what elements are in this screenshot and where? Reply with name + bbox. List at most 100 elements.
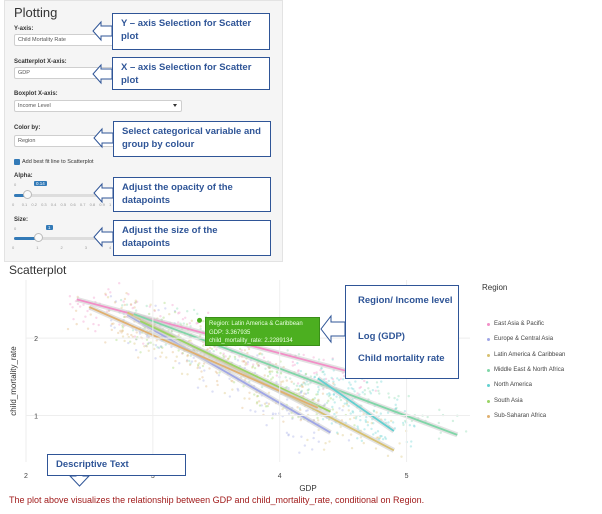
boxplot-x-select[interactable]: Income Level: [14, 100, 182, 112]
legend-item[interactable]: Sub-Saharan Africa: [487, 413, 546, 419]
scatter-point: [174, 359, 177, 363]
scatter-point: [295, 384, 299, 388]
scatter-point: [123, 315, 126, 319]
scatter-point: [123, 339, 126, 343]
scatter-x-label: Scatterplot X-axis:: [14, 59, 67, 65]
scatter-point: [149, 303, 152, 306]
scatter-point: [297, 388, 300, 391]
scatter-point: [177, 321, 180, 324]
fit-line: [127, 314, 331, 434]
scatter-point: [134, 348, 138, 352]
scatter-point: [186, 310, 189, 313]
scatter-point: [153, 308, 156, 312]
scatter-point: [367, 387, 370, 390]
scatter-point: [135, 331, 138, 334]
scatter-point: [215, 348, 218, 351]
scatter-point: [361, 391, 364, 394]
scatter-point: [198, 377, 201, 381]
scatter-point: [297, 388, 300, 391]
scatter-point: [131, 329, 135, 332]
scatter-point: [246, 361, 250, 364]
alpha-slider-handle[interactable]: [23, 190, 33, 199]
scatter-point: [372, 410, 376, 413]
scatter-point: [351, 411, 355, 414]
legend-item[interactable]: South Asia: [487, 398, 523, 404]
scatter-point: [300, 385, 304, 388]
scatter-point: [276, 371, 279, 374]
scatter-point: [315, 373, 319, 376]
legend-item[interactable]: Middle East & North Africa: [487, 367, 564, 373]
scatter-point: [331, 405, 334, 409]
alpha-tick: 0.4: [50, 202, 57, 207]
scatter-point: [253, 393, 256, 396]
scatter-point: [287, 434, 290, 437]
scatter-point: [312, 436, 315, 440]
scatter-point: [335, 395, 338, 398]
scatter-point: [104, 341, 107, 344]
scatter-point: [223, 391, 227, 395]
hovered-point[interactable]: [197, 317, 203, 323]
scatter-point: [139, 351, 142, 354]
size-slider-track[interactable]: [14, 237, 111, 240]
size-tick-labels: 0 1 2 3 4: [12, 245, 111, 251]
best-fit-checkbox[interactable]: [14, 159, 20, 165]
scatter-point: [121, 324, 124, 327]
y-axis-callout: Y – axis Selection for Scatter plot: [112, 13, 270, 50]
scatter-point: [333, 401, 336, 404]
scatter-point: [348, 381, 351, 384]
scatter-point: [364, 420, 368, 424]
scatter-point: [129, 303, 133, 306]
scatter-point: [121, 329, 124, 332]
scatter-point: [173, 310, 177, 314]
scatter-point: [207, 311, 210, 315]
scatter-point: [331, 358, 334, 361]
legend-item[interactable]: East Asia & Pacific: [487, 321, 544, 327]
panel-title: Plotting: [14, 5, 58, 20]
scatter-point: [337, 378, 341, 382]
scatter-point: [86, 327, 90, 330]
scatter-point: [386, 454, 390, 458]
scatter-point: [317, 400, 320, 403]
scatter-point: [296, 406, 299, 409]
scatter-point: [363, 389, 367, 392]
scatter-point: [257, 400, 261, 403]
scatter-point: [402, 423, 405, 427]
size-slider-handle[interactable]: [33, 233, 43, 242]
scatter-point: [190, 360, 194, 363]
fit-line: [317, 377, 395, 432]
scatter-point: [201, 364, 205, 368]
scatter-point: [253, 366, 257, 370]
scatter-point: [316, 390, 320, 394]
legend-title: Region: [482, 283, 508, 292]
scatter-point: [222, 352, 225, 355]
scatter-point: [263, 374, 266, 377]
scatter-point: [391, 421, 395, 424]
scatter-point: [289, 377, 292, 380]
scatter-point: [131, 335, 135, 338]
scatter-point: [336, 377, 339, 380]
scatter-point: [353, 424, 356, 427]
scatter-point: [384, 437, 388, 440]
legend-item[interactable]: Latin America & Caribbean: [487, 352, 565, 358]
scatter-point: [110, 328, 114, 332]
scatter-point: [188, 322, 192, 325]
scatter-point: [266, 404, 269, 408]
scatter-point: [251, 366, 254, 369]
scatter-point: [312, 431, 316, 434]
legend-item[interactable]: Europe & Central Asia: [487, 336, 553, 342]
scatter-point: [374, 389, 378, 393]
scatter-point: [264, 367, 267, 370]
alpha-slider-track[interactable]: [14, 194, 111, 197]
legend-item[interactable]: North America: [487, 382, 532, 388]
scatter-point: [375, 381, 379, 384]
scatter-point: [175, 355, 178, 358]
scatter-point: [320, 367, 323, 370]
scatter-point: [260, 353, 264, 356]
scatter-point: [203, 369, 206, 372]
scatter-point: [148, 305, 152, 308]
hover-tooltip: Region: Latin America & Caribbean GDP: 3…: [205, 317, 320, 346]
alpha-slider-fill: [14, 194, 28, 197]
scatter-point: [332, 382, 335, 385]
scatter-point: [180, 372, 184, 376]
